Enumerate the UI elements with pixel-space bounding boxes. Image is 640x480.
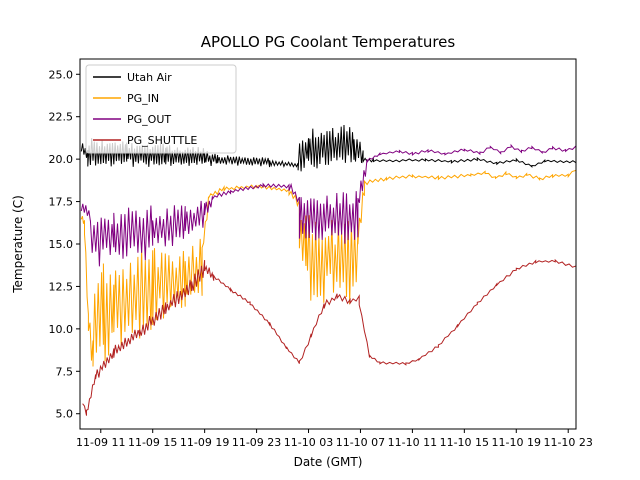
plot-series	[80, 124, 576, 416]
y-tick-label: 7.5	[56, 365, 74, 378]
series-line-pg-shuttle	[82, 258, 576, 416]
y-tick-label: 25.0	[49, 68, 74, 81]
y-axis-label: Temperature (C)	[11, 195, 25, 294]
x-tick-label: 11-10 11	[388, 436, 437, 449]
x-tick-label: 11-09 11	[76, 436, 125, 449]
x-tick-label: 11-09 19	[180, 436, 229, 449]
y-tick-label: 12.5	[49, 280, 74, 293]
legend-label-pg-out: PG_OUT	[127, 113, 171, 126]
x-axis-label: Date (GMT)	[294, 455, 363, 469]
x-tick-label: 11-09 15	[128, 436, 177, 449]
y-tick-label: 22.5	[49, 111, 74, 124]
y-tick-label: 17.5	[49, 196, 74, 209]
legend-label-pg-shuttle: PG_SHUTTLE	[127, 134, 197, 147]
x-tick-label: 11-10 19	[492, 436, 541, 449]
chart-title: APOLLO PG Coolant Temperatures	[201, 33, 456, 51]
y-tick-label: 20.0	[49, 153, 74, 166]
series-line-utah-air	[80, 124, 576, 172]
y-tick-label: 5.0	[56, 408, 74, 421]
legend-box	[85, 64, 237, 154]
series-line-pg-out	[80, 143, 576, 267]
y-tick-label: 10.0	[49, 323, 74, 336]
y-tick-label: 15.0	[49, 238, 74, 251]
legend-label-utah-air: Utah Air	[127, 71, 172, 84]
x-axis-ticks: 11-09 11 11-09 15 11-09 19 11-09 23 11-10 03…	[76, 429, 593, 449]
legend-entries: Utah Air PG_IN PG_OUT PG_SHUTTLE	[93, 71, 197, 147]
x-tick-label: 11-10 07	[336, 436, 385, 449]
x-tick-label: 11-09 23	[232, 436, 281, 449]
legend: Utah Air PG_IN PG_OUT PG_SHUTTLE	[85, 64, 237, 154]
x-tick-label: 11-10 23	[543, 436, 592, 449]
legend-label-pg-in: PG_IN	[127, 92, 159, 105]
x-tick-label: 11-10 15	[440, 436, 489, 449]
x-tick-label: 11-10 03	[284, 436, 333, 449]
series-line-pg-in	[80, 169, 576, 367]
y-axis-ticks: 5.0 7.5 10.0 12.5 15.0 17.5 20.0 22.5 25.0	[49, 68, 80, 421]
